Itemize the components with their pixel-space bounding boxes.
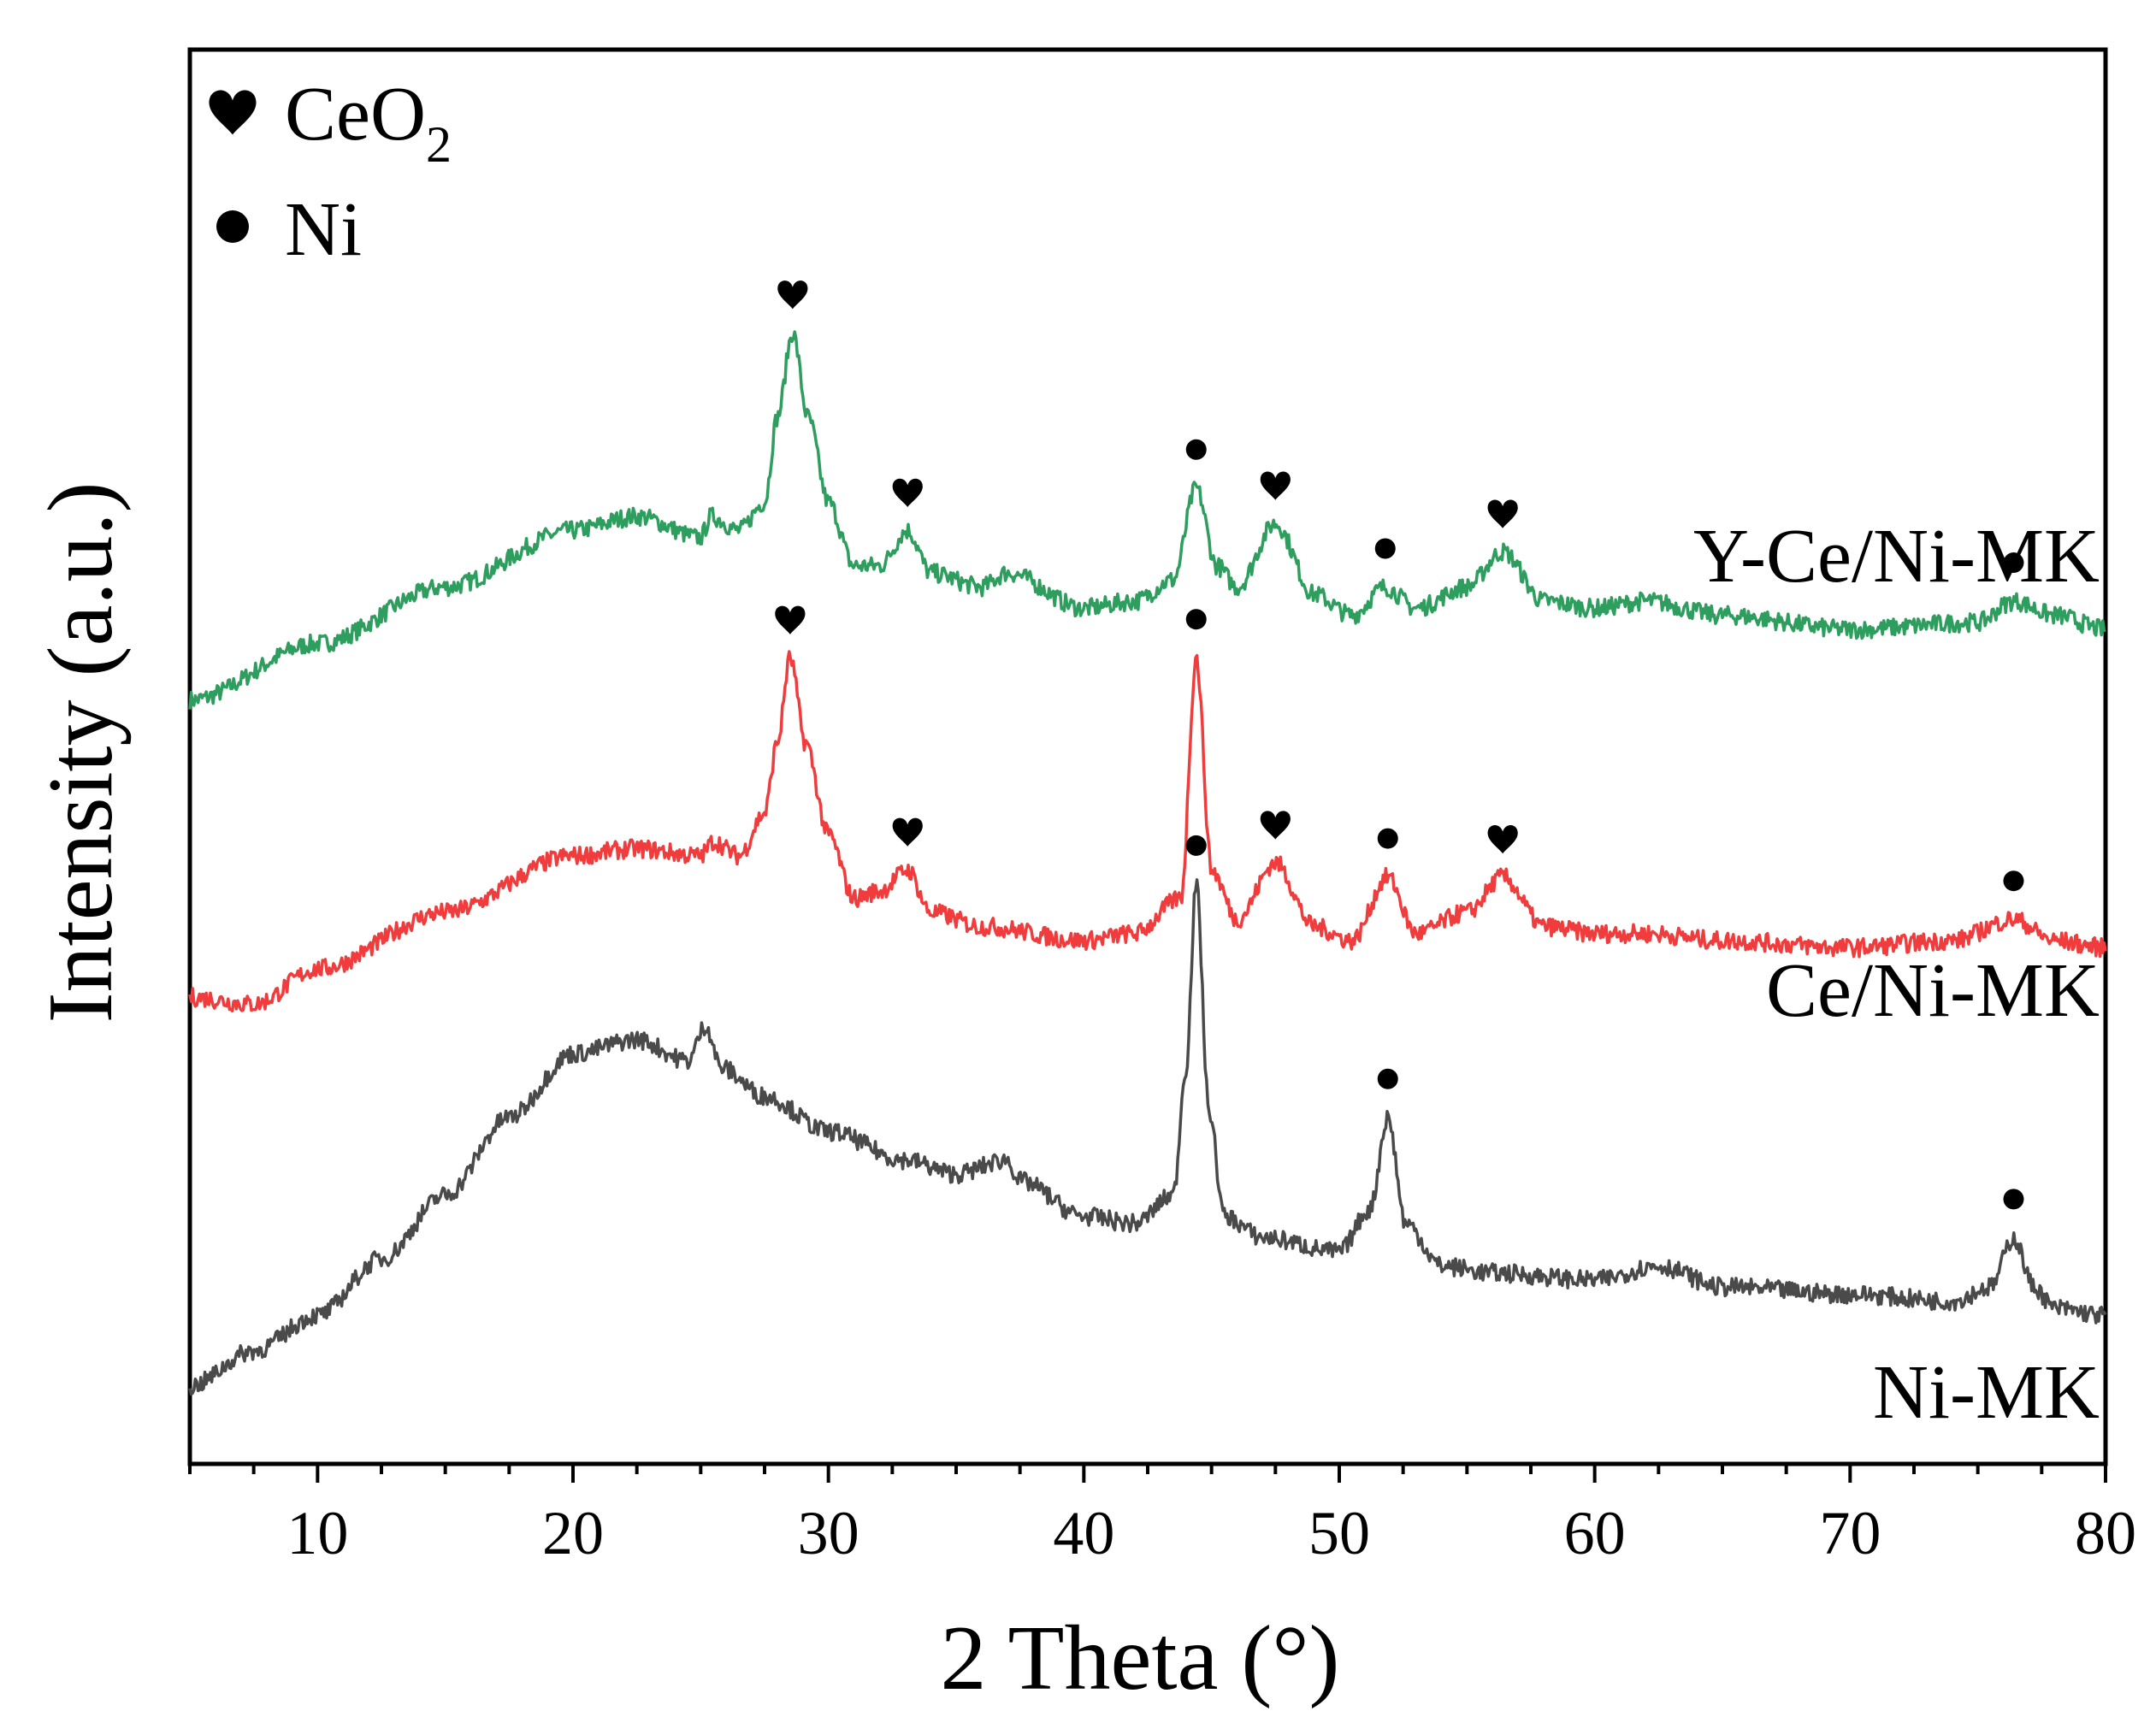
ceo2-peak-marker-ce-ni-mk-1 <box>892 817 923 847</box>
ni-peak-marker-y-ce-ni-mk-2 <box>1185 439 1207 460</box>
ni-peak-marker-ni-mk-0 <box>1185 835 1207 856</box>
legend-heart-icon <box>209 90 257 135</box>
axis-layer: 10 20 30 40 50 60 70 80 <box>188 1464 2136 1567</box>
series-label-y-ce-ni-mk: Y-Ce/Ni-MK <box>1693 514 2100 599</box>
series-label-layer: Y-Ce/Ni-MK Ce/Ni-MK Ni-MK <box>1693 514 2100 1435</box>
ni-peak-marker-ce-ni-mk-6 <box>2003 870 2024 892</box>
ni-peak-marker-ce-ni-mk-4 <box>1377 828 1398 849</box>
plot-frame <box>187 47 2108 1466</box>
ceo2-peak-marker-y-ce-ni-mk-3 <box>1260 471 1291 500</box>
x-tick-label-30: 30 <box>798 1499 859 1567</box>
x-axis-title: 2 Theta (°) <box>940 1608 1339 1709</box>
ceo2-peak-marker-y-ce-ni-mk-1 <box>892 478 923 507</box>
legend-dot-icon <box>216 210 249 243</box>
x-tick-label-10: 10 <box>286 1499 348 1567</box>
x-tick-label-80: 80 <box>2075 1499 2136 1567</box>
x-tick-label-70: 70 <box>1819 1499 1881 1567</box>
series-line-ce-ni-mk <box>188 650 2107 1013</box>
series-layer <box>188 330 2107 1396</box>
ni-peak-marker-ni-mk-2 <box>2003 1189 2024 1210</box>
ceo2-peak-marker-ce-ni-mk-0 <box>775 605 806 634</box>
ceo2-peak-marker-y-ce-ni-mk-5 <box>1487 499 1518 528</box>
ni-peak-marker-ce-ni-mk-2 <box>1185 609 1207 630</box>
y-axis-title: Intensity (a.u.) <box>30 482 132 1024</box>
plot-area <box>187 47 2108 1466</box>
legend-heart-shape <box>209 90 257 135</box>
ni-peak-marker-y-ce-ni-mk-6 <box>2003 552 2024 574</box>
ceo2-peak-marker-ce-ni-mk-3 <box>1260 811 1291 840</box>
series-label-ni-mk: Ni-MK <box>1873 1350 2100 1435</box>
x-tick-label-50: 50 <box>1308 1499 1370 1567</box>
legend: CeO2 Ni <box>209 72 452 272</box>
legend-label-ni: Ni <box>285 187 362 272</box>
ceo2-peak-marker-y-ce-ni-mk-0 <box>777 280 808 310</box>
ni-peak-marker-y-ce-ni-mk-4 <box>1374 538 1396 559</box>
ceo2-peak-marker-ce-ni-mk-5 <box>1487 824 1518 854</box>
series-line-y-ce-ni-mk <box>188 330 2106 710</box>
peak-marker-layer <box>775 280 2024 1210</box>
x-tick-label-60: 60 <box>1564 1499 1626 1567</box>
x-tick-label-40: 40 <box>1053 1499 1114 1567</box>
ni-peak-marker-ni-mk-1 <box>1377 1068 1398 1089</box>
series-line-ni-mk <box>188 878 2107 1396</box>
x-tick-label-20: 20 <box>542 1499 604 1567</box>
legend-label-ceo2: CeO2 <box>285 72 452 173</box>
series-label-ce-ni-mk: Ce/Ni-MK <box>1766 948 2100 1033</box>
